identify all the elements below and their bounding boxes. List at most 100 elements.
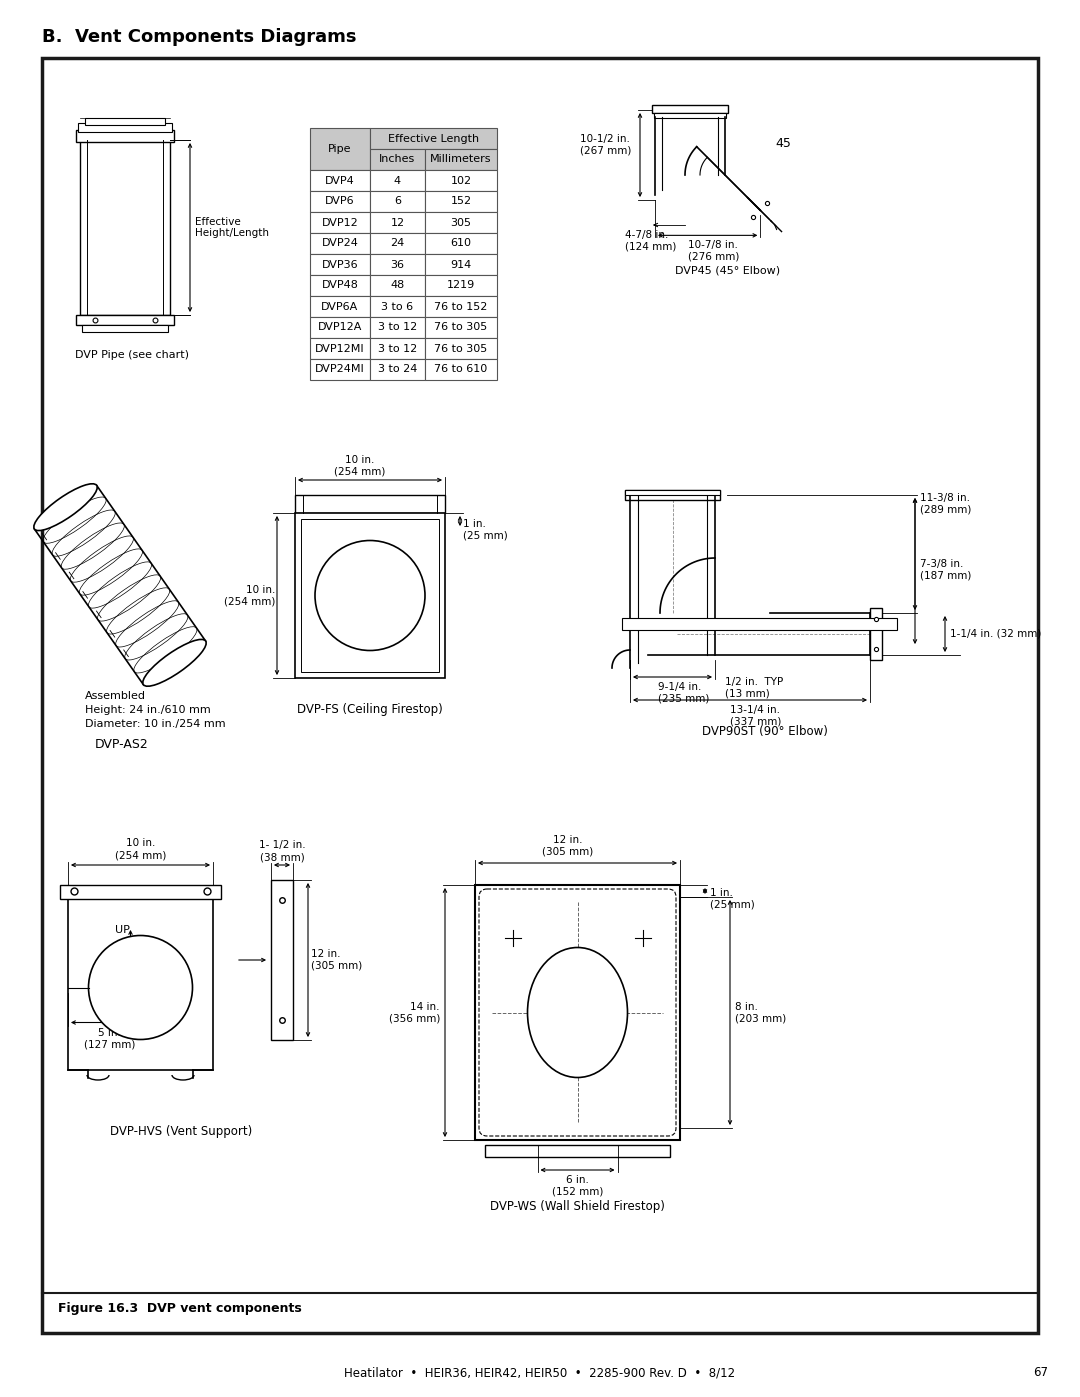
Text: 12: 12 (391, 218, 405, 228)
Text: 11-3/8 in.
(289 mm): 11-3/8 in. (289 mm) (920, 493, 971, 514)
Bar (370, 275, 426, 296)
Text: DVP6: DVP6 (325, 197, 355, 207)
Bar (625, 490, 720, 500)
Text: 10 in.
(254 mm): 10 in. (254 mm) (224, 585, 275, 606)
Bar (426, 170, 497, 191)
Bar (80, 140, 170, 314)
Text: DVP Pipe (see chart): DVP Pipe (see chart) (75, 351, 189, 360)
Text: 10-1/2 in.
(267 mm): 10-1/2 in. (267 mm) (580, 134, 632, 156)
Bar (310, 359, 370, 380)
Text: 4: 4 (394, 176, 401, 186)
Text: 7-3/8 in.
(187 mm): 7-3/8 in. (187 mm) (920, 559, 971, 581)
Text: 76 to 305: 76 to 305 (434, 323, 488, 332)
Bar (271, 880, 293, 1039)
Bar (370, 212, 426, 233)
Text: DVP-FS (Ceiling Firestop): DVP-FS (Ceiling Firestop) (297, 703, 443, 717)
Text: 10-7/8 in.
(276 mm): 10-7/8 in. (276 mm) (688, 240, 739, 263)
Text: DVP-WS (Wall Shield Firestop): DVP-WS (Wall Shield Firestop) (490, 1200, 665, 1213)
Bar (310, 129, 370, 170)
Text: 6: 6 (394, 197, 401, 207)
Bar (426, 275, 497, 296)
Bar (475, 886, 680, 1140)
Bar (310, 233, 370, 254)
Bar (310, 254, 370, 275)
Circle shape (315, 541, 426, 651)
Text: DVP12MI: DVP12MI (315, 344, 365, 353)
Bar (426, 212, 497, 233)
Bar (310, 275, 370, 296)
Text: 102: 102 (450, 176, 472, 186)
Bar (310, 317, 370, 338)
Bar (370, 129, 497, 149)
Text: 3 to 12: 3 to 12 (378, 344, 417, 353)
Bar (370, 170, 426, 191)
Text: 1- 1/2 in.
(38 mm): 1- 1/2 in. (38 mm) (259, 841, 306, 862)
Bar (370, 317, 426, 338)
Text: DVP90ST (90° Elbow): DVP90ST (90° Elbow) (702, 725, 828, 738)
Text: DVP12A: DVP12A (318, 323, 362, 332)
Bar (295, 495, 445, 513)
Text: 10 in.
(254 mm): 10 in. (254 mm) (114, 838, 166, 861)
FancyBboxPatch shape (480, 888, 676, 1136)
Text: Inches: Inches (379, 155, 416, 165)
Text: 4-7/8 in.
(124 mm): 4-7/8 in. (124 mm) (625, 231, 676, 251)
Text: 13-1/4 in.
(337 mm): 13-1/4 in. (337 mm) (730, 705, 781, 726)
Text: 3 to 6: 3 to 6 (381, 302, 414, 312)
Bar (310, 170, 370, 191)
Text: Heatilator  •  HEIR36, HEIR42, HEIR50  •  2285-900 Rev. D  •  8/12: Heatilator • HEIR36, HEIR42, HEIR50 • 22… (345, 1366, 735, 1379)
Bar (426, 359, 497, 380)
Text: Pipe: Pipe (328, 144, 352, 154)
Text: 12 in.
(305 mm): 12 in. (305 mm) (311, 949, 362, 971)
Bar (370, 254, 426, 275)
Bar (370, 359, 426, 380)
Bar (60, 886, 221, 900)
Bar (426, 296, 497, 317)
Text: 14 in.
(356 mm): 14 in. (356 mm) (389, 1002, 440, 1023)
Text: 36: 36 (391, 260, 405, 270)
Text: 1-1/4 in. (32 mm): 1-1/4 in. (32 mm) (950, 629, 1041, 638)
Text: UP: UP (116, 925, 131, 935)
Text: Effective Length: Effective Length (388, 134, 480, 144)
Text: 1/2 in.  TYP
(13 mm): 1/2 in. TYP (13 mm) (725, 678, 783, 698)
Ellipse shape (143, 640, 206, 686)
Bar (426, 254, 497, 275)
Text: DVP12: DVP12 (322, 218, 359, 228)
Text: 914: 914 (450, 260, 472, 270)
Bar (370, 338, 426, 359)
Bar (654, 113, 726, 117)
Text: 12 in.
(305 mm): 12 in. (305 mm) (542, 835, 593, 856)
Bar (370, 296, 426, 317)
Text: DVP24MI: DVP24MI (315, 365, 365, 374)
Circle shape (89, 936, 192, 1039)
Bar (310, 191, 370, 212)
Text: DVP36: DVP36 (322, 260, 359, 270)
Text: 3 to 12: 3 to 12 (378, 323, 417, 332)
Text: DVP-AS2: DVP-AS2 (95, 738, 149, 750)
Text: Diameter: 10 in./254 mm: Diameter: 10 in./254 mm (85, 719, 226, 729)
Text: 6 in.
(152 mm): 6 in. (152 mm) (552, 1175, 604, 1197)
Bar (310, 212, 370, 233)
Bar (68, 895, 213, 1070)
Text: DVP48: DVP48 (322, 281, 359, 291)
Bar (652, 105, 728, 113)
Text: DVP4: DVP4 (325, 176, 355, 186)
Text: Figure 16.3  DVP vent components: Figure 16.3 DVP vent components (58, 1302, 301, 1315)
Ellipse shape (527, 947, 627, 1077)
Text: DVP-HVS (Vent Support): DVP-HVS (Vent Support) (110, 1125, 253, 1139)
Text: 3 to 24: 3 to 24 (378, 365, 417, 374)
Text: DVP45 (45° Elbow): DVP45 (45° Elbow) (675, 265, 780, 275)
Text: 8 in.
(203 mm): 8 in. (203 mm) (735, 1002, 786, 1023)
Bar (426, 317, 497, 338)
Bar (426, 233, 497, 254)
Bar (370, 149, 426, 170)
Text: 48: 48 (390, 281, 405, 291)
Text: 5 in.
(127 mm): 5 in. (127 mm) (83, 1028, 135, 1049)
Text: 10 in.
(254 mm): 10 in. (254 mm) (335, 455, 386, 476)
Bar (301, 520, 438, 672)
Bar (82, 326, 168, 332)
Bar (310, 338, 370, 359)
Text: DVP6A: DVP6A (322, 302, 359, 312)
Text: DVP24: DVP24 (322, 239, 359, 249)
Text: 45: 45 (775, 137, 792, 149)
Text: Effective
Height/Length: Effective Height/Length (195, 217, 269, 239)
